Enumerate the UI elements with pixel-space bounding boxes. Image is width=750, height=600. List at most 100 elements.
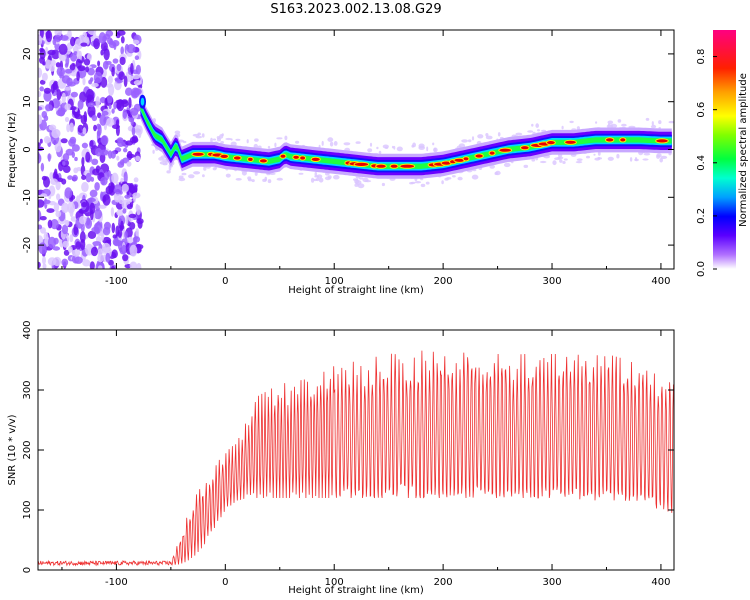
ridge-core-red xyxy=(463,157,469,161)
noise-speckle xyxy=(92,241,102,246)
noise-speckle xyxy=(97,254,104,263)
noise-speckle xyxy=(74,38,83,50)
ridge-speckle xyxy=(668,120,674,124)
noise-speckle xyxy=(116,79,123,84)
spectrogram-y-tick-label: 0 xyxy=(22,146,33,152)
ridge-speckle xyxy=(247,178,252,182)
ridge-speckle xyxy=(471,174,479,180)
noise-speckle xyxy=(121,183,129,193)
snr-y-tick-label: 300 xyxy=(22,380,33,399)
noise-speckle xyxy=(113,42,117,50)
noise-speckle xyxy=(91,226,100,233)
ridge-speckle xyxy=(210,137,213,143)
noise-speckle xyxy=(133,184,138,194)
spectrogram-x-tick-label: 400 xyxy=(651,276,670,287)
ridge-core-red xyxy=(489,151,495,155)
noise-speckle xyxy=(93,208,103,220)
ridge-core-red xyxy=(192,152,204,156)
ridge-speckle xyxy=(650,124,657,129)
noise-speckle xyxy=(97,60,101,67)
ridge-speckle xyxy=(531,158,536,162)
noise-speckle xyxy=(66,123,71,133)
ridge-speckle xyxy=(174,130,181,135)
noise-speckle xyxy=(82,127,87,135)
ridge-speckle xyxy=(597,151,601,156)
noise-speckle xyxy=(111,108,115,114)
noise-speckle xyxy=(38,199,45,208)
ridge-speckle xyxy=(537,129,540,132)
ridge-core-red xyxy=(300,156,305,160)
noise-speckle xyxy=(77,99,84,110)
noise-speckle xyxy=(68,246,73,253)
ridge-core-red xyxy=(521,146,529,150)
noise-speckle xyxy=(43,176,50,188)
noise-speckle xyxy=(81,181,89,193)
noise-speckle xyxy=(65,219,70,227)
ridge-speckle xyxy=(563,158,568,161)
ridge-speckle xyxy=(607,156,614,161)
noise-speckle xyxy=(102,194,111,206)
noise-speckle xyxy=(56,193,61,201)
ridge-speckle xyxy=(168,165,172,171)
noise-speckle xyxy=(50,219,59,230)
ridge-core-red xyxy=(547,141,555,145)
noise-speckle xyxy=(130,107,139,116)
ridge-speckle xyxy=(316,174,323,179)
ridge-speckle xyxy=(559,159,563,163)
noise-speckle xyxy=(70,52,78,62)
noise-speckle xyxy=(83,36,90,43)
ridge-speckle xyxy=(569,120,574,124)
noise-speckle xyxy=(137,220,143,229)
ridge-speckle xyxy=(494,171,498,176)
noise-speckle xyxy=(62,161,66,166)
noise-speckle xyxy=(104,221,111,230)
noise-speckle xyxy=(83,58,91,66)
noise-speckle xyxy=(39,86,44,92)
noise-speckle xyxy=(89,140,94,147)
noise-speckle xyxy=(72,174,78,182)
ridge-speckle xyxy=(212,138,217,141)
ridge-core xyxy=(191,137,669,169)
ridge-speckle xyxy=(298,172,304,175)
ridge-speckle xyxy=(241,170,247,176)
noise-speckle xyxy=(112,234,118,239)
noise-speckle xyxy=(56,89,62,101)
noise-speckle xyxy=(126,44,136,54)
noise-speckle xyxy=(120,46,124,55)
noise-speckle xyxy=(106,117,115,127)
ridge-speckle xyxy=(382,144,389,149)
ridge-speckle xyxy=(523,164,529,168)
noise-speckle xyxy=(133,177,139,183)
ridge-core-red xyxy=(233,156,241,160)
ridge-core-red xyxy=(441,161,452,165)
ridge-speckle xyxy=(658,120,662,125)
noise-speckle xyxy=(39,138,43,144)
noise-speckle xyxy=(47,49,56,56)
ridge-core-red xyxy=(606,138,614,142)
ridge-speckle xyxy=(576,158,583,161)
ridge-speckle xyxy=(159,161,167,165)
noise-speckle xyxy=(38,242,47,255)
noise-speckle xyxy=(47,257,57,266)
noise-speckle xyxy=(117,140,125,147)
ridge-speckle xyxy=(235,138,241,141)
noise-speckle xyxy=(54,34,62,43)
noise-speckle xyxy=(54,30,63,37)
noise-speckle xyxy=(120,36,125,44)
snr-y-tick-label: 400 xyxy=(22,320,33,339)
noise-speckle xyxy=(102,242,111,252)
noise-speckle xyxy=(57,177,64,182)
ridge-speckle xyxy=(597,156,601,160)
noise-speckle xyxy=(115,32,121,39)
ridge-speckle xyxy=(276,177,283,181)
noise-speckle xyxy=(79,215,87,225)
noise-speckle xyxy=(91,158,99,165)
noise-speckle xyxy=(79,231,86,243)
noise-speckle xyxy=(46,208,55,214)
noise-speckle xyxy=(74,256,83,264)
ridge-speckle xyxy=(503,162,511,168)
noise-speckle xyxy=(81,201,88,208)
noise-speckle xyxy=(130,62,134,75)
noise-speckle xyxy=(40,193,48,198)
